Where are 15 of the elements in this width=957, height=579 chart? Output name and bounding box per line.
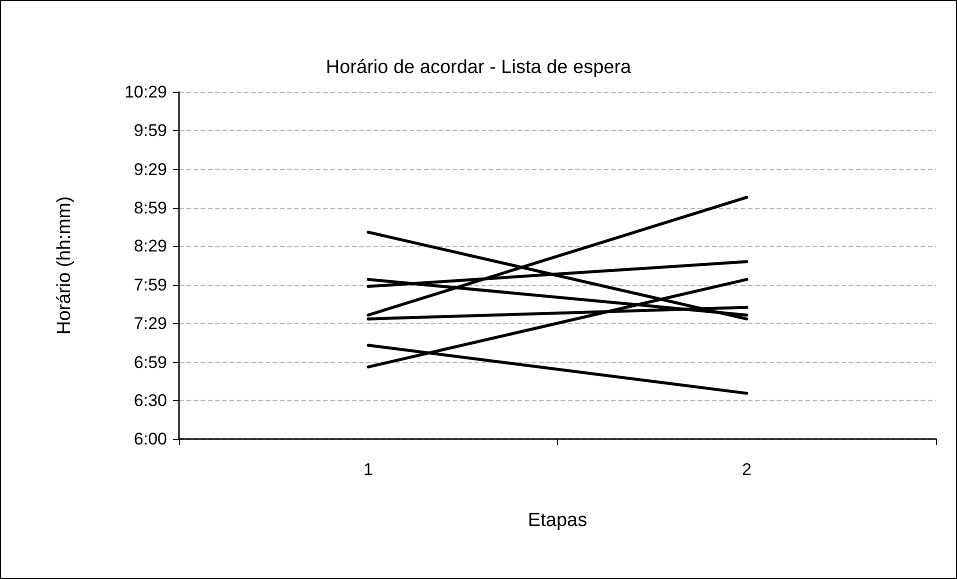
y-axis-title: Horário (hh:mm) [54,196,75,335]
y-tick-label: 10:29 [124,82,167,102]
y-tick-label: 6:30 [134,390,167,410]
x-axis-title: Etapas [528,510,588,531]
y-tick-label: 7:29 [134,314,167,334]
y-tick-label: 8:59 [134,198,167,218]
chart-title: Horário de acordar - Lista de espera [326,57,632,78]
y-tick-label: 6:59 [134,352,167,372]
x-tick-label: 2 [742,460,752,479]
y-tick-label: 8:29 [134,236,167,256]
x-tick-label: 1 [364,460,373,479]
y-tick-label: 7:59 [134,275,167,294]
y-tick-label: 9:59 [134,121,167,140]
y-tick-label: 9:29 [134,160,167,179]
y-tick-label: 6:00 [134,430,167,448]
